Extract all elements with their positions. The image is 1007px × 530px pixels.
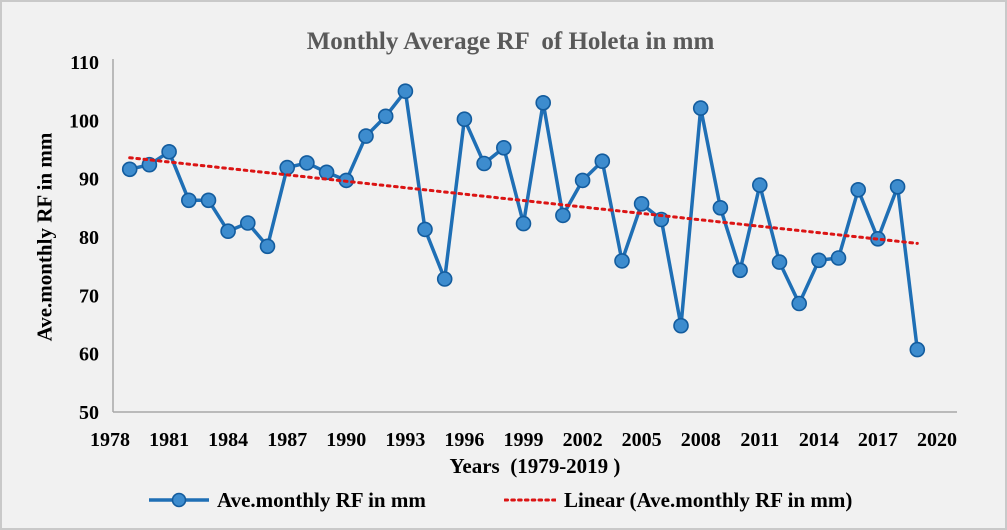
- data-point: [555, 207, 571, 224]
- x-tick-label: 1978: [90, 429, 130, 451]
- x-tick-label: 1987: [267, 429, 307, 451]
- data-point: [712, 200, 729, 216]
- x-tick-label: 2020: [917, 429, 957, 451]
- x-tick-label: 2008: [681, 429, 721, 451]
- x-axis-title: Years (1979-2019 ): [449, 454, 621, 478]
- x-tick-label: 1984: [208, 429, 248, 451]
- data-point: [771, 254, 788, 270]
- x-tick-label: 2017: [858, 429, 898, 451]
- x-tick-label: 1990: [326, 429, 366, 451]
- x-tick-label: 2002: [563, 429, 603, 451]
- x-tick-label: 1981: [149, 429, 189, 451]
- data-point: [791, 295, 808, 312]
- y-tick-label: 60: [79, 344, 99, 366]
- y-tick-label: 100: [69, 110, 99, 132]
- y-tick-label: 50: [79, 402, 99, 424]
- data-point: [358, 128, 374, 144]
- x-tick-label: 1999: [504, 429, 544, 451]
- y-tick-label: 70: [79, 285, 99, 307]
- data-point: [161, 144, 177, 160]
- data-point: [220, 223, 236, 239]
- data-point: [377, 108, 394, 125]
- data-point: [751, 177, 768, 193]
- data-point: [279, 159, 296, 176]
- data-point: [811, 252, 827, 269]
- data-point: [850, 182, 867, 198]
- data-point: [653, 211, 670, 228]
- data-point: [181, 192, 197, 209]
- data-point: [397, 83, 414, 99]
- data-point: [574, 172, 591, 189]
- line-marker-legend-icon: [149, 492, 209, 508]
- data-point: [121, 161, 138, 178]
- y-tick-label: 110: [70, 52, 99, 74]
- data-point: [299, 155, 315, 171]
- chart-title: Monthly Average RF of Holeta in mm: [306, 28, 715, 55]
- data-point: [456, 111, 473, 127]
- data-point: [259, 238, 276, 255]
- trendline: [128, 156, 919, 245]
- x-tick-label: 2014: [799, 429, 839, 451]
- legend-item-trendline: Linear (Ave.monthly RF in mm): [504, 486, 852, 514]
- data-point: [692, 100, 709, 116]
- legend-label-trendline: Linear (Ave.monthly RF in mm): [564, 487, 853, 512]
- data-point: [614, 253, 630, 269]
- dotted-line-legend-icon: [504, 498, 556, 502]
- y-tick-label: 80: [79, 227, 99, 249]
- data-point: [476, 155, 492, 172]
- data-point: [889, 179, 906, 195]
- data-point: [830, 250, 847, 266]
- y-tick-label: 90: [79, 169, 99, 191]
- legend-label-series: Ave.monthly RF in mm: [217, 487, 426, 512]
- data-point: [318, 164, 335, 181]
- x-tick-label: 1993: [385, 429, 425, 451]
- data-point: [495, 140, 512, 156]
- data-point: [436, 271, 453, 287]
- data-point: [732, 262, 748, 279]
- data-point: [633, 196, 650, 212]
- data-point: [417, 221, 433, 238]
- data-point: [535, 95, 552, 111]
- x-tick-label: 1996: [444, 429, 484, 451]
- data-point: [515, 215, 532, 232]
- legend-item-series: Ave.monthly RF in mm: [149, 486, 426, 514]
- data-point: [594, 153, 611, 169]
- data-point: [673, 317, 689, 334]
- data-point: [240, 215, 256, 231]
- x-tick-label: 2005: [622, 429, 662, 451]
- x-tick-label: 2011: [740, 429, 779, 451]
- legend: Ave.monthly RF in mm Linear (Ave.monthly…: [2, 486, 1005, 516]
- data-point: [200, 192, 217, 209]
- data-point: [909, 341, 926, 358]
